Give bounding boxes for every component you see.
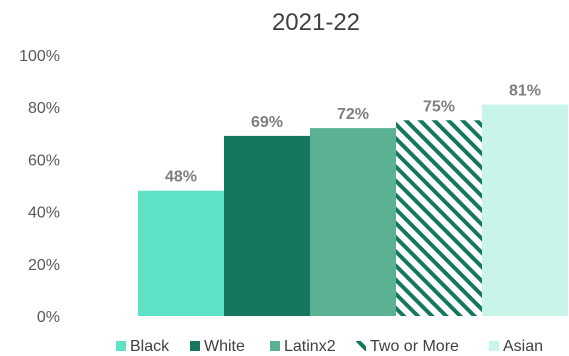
y-tick-label: 0% [37,309,60,326]
y-tick-label: 40% [28,205,60,222]
legend-swatch [356,341,366,351]
data-labels: 48% 69% 72% 75% 81% [165,83,541,186]
bar-two-or-more [396,120,482,316]
y-tick-label: 80% [28,100,60,117]
legend-swatch [116,341,126,351]
y-tick-label: 100% [19,48,60,65]
y-axis-ticks: 0% 20% 40% 60% 80% 100% [19,48,60,326]
y-tick-label: 20% [28,257,60,274]
legend-label: Latinx2 [284,338,336,355]
legend-label: White [204,338,245,355]
legend-label: Black [130,338,170,355]
legend-swatch [190,341,200,351]
bar-white [224,135,310,316]
data-label: 69% [251,114,283,131]
legend-swatch [270,341,280,351]
bar-black [138,190,224,316]
data-label: 48% [165,169,197,186]
y-tick-label: 60% [28,152,60,169]
bars [138,104,568,316]
legend-swatch [489,341,499,351]
bar-latinx2 [310,128,396,316]
bar-asian [482,104,568,316]
data-label: 81% [509,83,541,100]
chart-title: 2021-22 [272,9,360,36]
legend: Black White Latinx2 Two or More Asian [116,338,543,355]
legend-label: Asian [503,338,543,355]
data-label: 75% [423,98,455,115]
legend-label: Two or More [370,338,459,355]
data-label: 72% [337,106,369,123]
